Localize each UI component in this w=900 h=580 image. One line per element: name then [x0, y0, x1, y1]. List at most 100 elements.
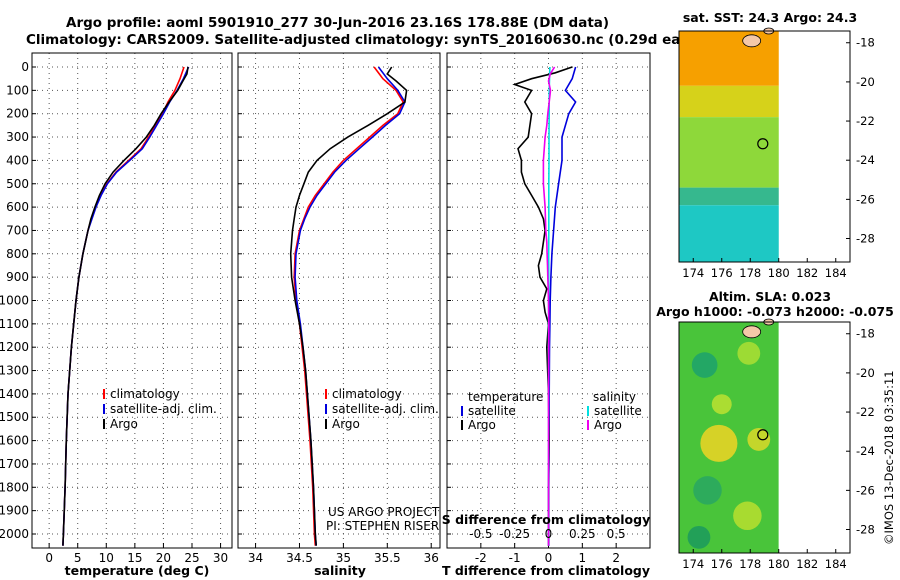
island-viti-levu	[742, 34, 762, 48]
sla-anomaly-blob	[693, 476, 722, 505]
series-line-s-argo	[542, 66, 556, 546]
s-diff-tick-label: -0.5	[469, 527, 492, 541]
temperature-panel: 0 5 10 15 20 25 300100200300400500600700800900…	[0, 52, 233, 565]
lat-tick-label: -18	[856, 36, 875, 50]
lon-tick-label: 176	[711, 266, 733, 280]
lon-tick-label: 178	[739, 266, 761, 280]
lat-tick-label: -22	[856, 114, 875, 128]
sla-anomaly-blob	[700, 424, 738, 462]
sla-field	[679, 322, 779, 553]
legend-title-salinity: salinity	[593, 390, 636, 404]
y-tick-label: 1700	[0, 457, 29, 471]
lat-tick-label: -20	[856, 366, 875, 380]
sla-anomaly-blob	[737, 341, 761, 365]
s-diff-tick-label: 0	[545, 527, 553, 541]
sla-anomaly-blob	[733, 501, 762, 531]
legend-label: climatology	[332, 387, 402, 401]
lon-tick-label: 178	[739, 557, 761, 571]
x-tick-label: 34.5	[286, 551, 313, 565]
series-line-t-argo	[512, 66, 573, 546]
figure-title-line1: Argo profile: aoml 5901910_277 30-Jun-20…	[66, 15, 609, 31]
x-tick-label: 35	[336, 551, 351, 565]
x-tick-label: 5	[74, 551, 82, 565]
x-tick-label: 1	[579, 551, 587, 565]
y-tick-label: 1600	[0, 434, 29, 448]
y-tick-label: 600	[6, 200, 29, 214]
x-tick-label: 10	[99, 551, 114, 565]
x-tick-label: 0	[545, 551, 553, 565]
lon-tick-label: 174	[682, 266, 704, 280]
series-line-argo	[62, 66, 189, 546]
series-line-climatology	[293, 66, 405, 546]
y-tick-label: 1200	[0, 340, 29, 354]
sst-band	[679, 31, 779, 86]
y-tick-label: 300	[6, 130, 29, 144]
y-tick-label: 1000	[0, 294, 29, 308]
s-difference-axis-label: S difference from climatology	[442, 512, 651, 527]
lat-tick-label: -26	[856, 483, 875, 497]
map-frame	[678, 321, 851, 554]
y-tick-label: 1800	[0, 480, 29, 494]
series-line-t-satellite	[547, 66, 577, 546]
sla-anomaly-blob	[747, 428, 771, 451]
lat-tick-label: -28	[856, 523, 875, 537]
sst-map-panel: 174 176 178 180 182 184 -18 -20 -22 -24 -26 -28	[678, 27, 875, 280]
sla-map-title: Altim. SLA: 0.023	[709, 289, 831, 304]
x-tick-label: 20	[156, 551, 171, 565]
lat-tick-label: -28	[856, 232, 875, 246]
credit-line1: US ARGO PROJECT	[328, 505, 440, 519]
s-diff-tick-label: 0.5	[607, 527, 626, 541]
y-tick-label: 2000	[0, 527, 29, 541]
y-tick-label: 1500	[0, 410, 29, 424]
imos-timestamp: ©IMOS 13-Dec-2018 03:35:11	[882, 370, 896, 545]
sst-band	[679, 187, 779, 206]
lon-tick-label: 180	[768, 266, 790, 280]
sst-map-title: sat. SST: 24.3 Argo: 24.3	[683, 10, 857, 25]
series-line-argo	[289, 66, 408, 546]
sla-map-subtitle: Argo h1000: -0.073 h2000: -0.075	[656, 304, 894, 319]
legend-label: satellite	[594, 404, 642, 418]
x-tick-label: 25	[184, 551, 199, 565]
series-line-climatology	[62, 66, 185, 546]
lat-tick-label: -18	[856, 327, 875, 341]
temperature-axis-label: temperature (deg C)	[65, 563, 210, 578]
lat-tick-label: -20	[856, 75, 875, 89]
legend-label: Argo	[594, 418, 622, 432]
sst-band	[679, 205, 779, 262]
lon-tick-label: 182	[796, 557, 818, 571]
legend-label: satellite-adj. clim.	[110, 402, 217, 416]
y-tick-label: 800	[6, 247, 29, 261]
x-tick-label: 0	[45, 551, 53, 565]
lon-tick-label: 180	[768, 557, 790, 571]
y-tick-label: 400	[6, 153, 29, 167]
island-viti-levu	[742, 325, 762, 339]
argo-float-marker	[757, 429, 769, 441]
series-line-satellite-adj-clim-	[62, 66, 190, 546]
lon-tick-label: 184	[825, 557, 847, 571]
legend-title-temperature: temperature	[468, 390, 543, 404]
lon-tick-label: 182	[796, 266, 818, 280]
x-tick-label: 35.5	[374, 551, 401, 565]
s-diff-tick-label: -0.25	[499, 527, 530, 541]
y-tick-label: 900	[6, 270, 29, 284]
y-tick-label: 1100	[0, 317, 29, 331]
lon-tick-label: 176	[711, 557, 733, 571]
lat-tick-label: -26	[856, 192, 875, 206]
x-tick-label: -1	[509, 551, 521, 565]
legend-label: satellite-adj. clim.	[332, 402, 439, 416]
legend-label: climatology	[110, 387, 180, 401]
sla-map-panel: 174 176 178 180 182 184 -18 -20 -22 -24 -26 -28	[678, 318, 875, 571]
lat-tick-label: -24	[856, 153, 875, 167]
y-tick-label: 100	[6, 83, 29, 97]
credit-line2: PI: STEPHEN RISER	[326, 519, 439, 533]
salinity-panel: 34 34.5 35 35.5 36 climatologysatellite-adj. …	[237, 52, 441, 565]
sla-anomaly-blob	[711, 394, 732, 415]
legend-label: Argo	[110, 417, 138, 431]
y-tick-label: 0	[21, 60, 29, 74]
sla-anomaly-blob	[691, 352, 718, 378]
legend-label: Argo	[468, 418, 496, 432]
sla-anomaly-blob	[687, 525, 711, 549]
lon-tick-label: 174	[682, 557, 704, 571]
legend-label: satellite	[468, 404, 516, 418]
